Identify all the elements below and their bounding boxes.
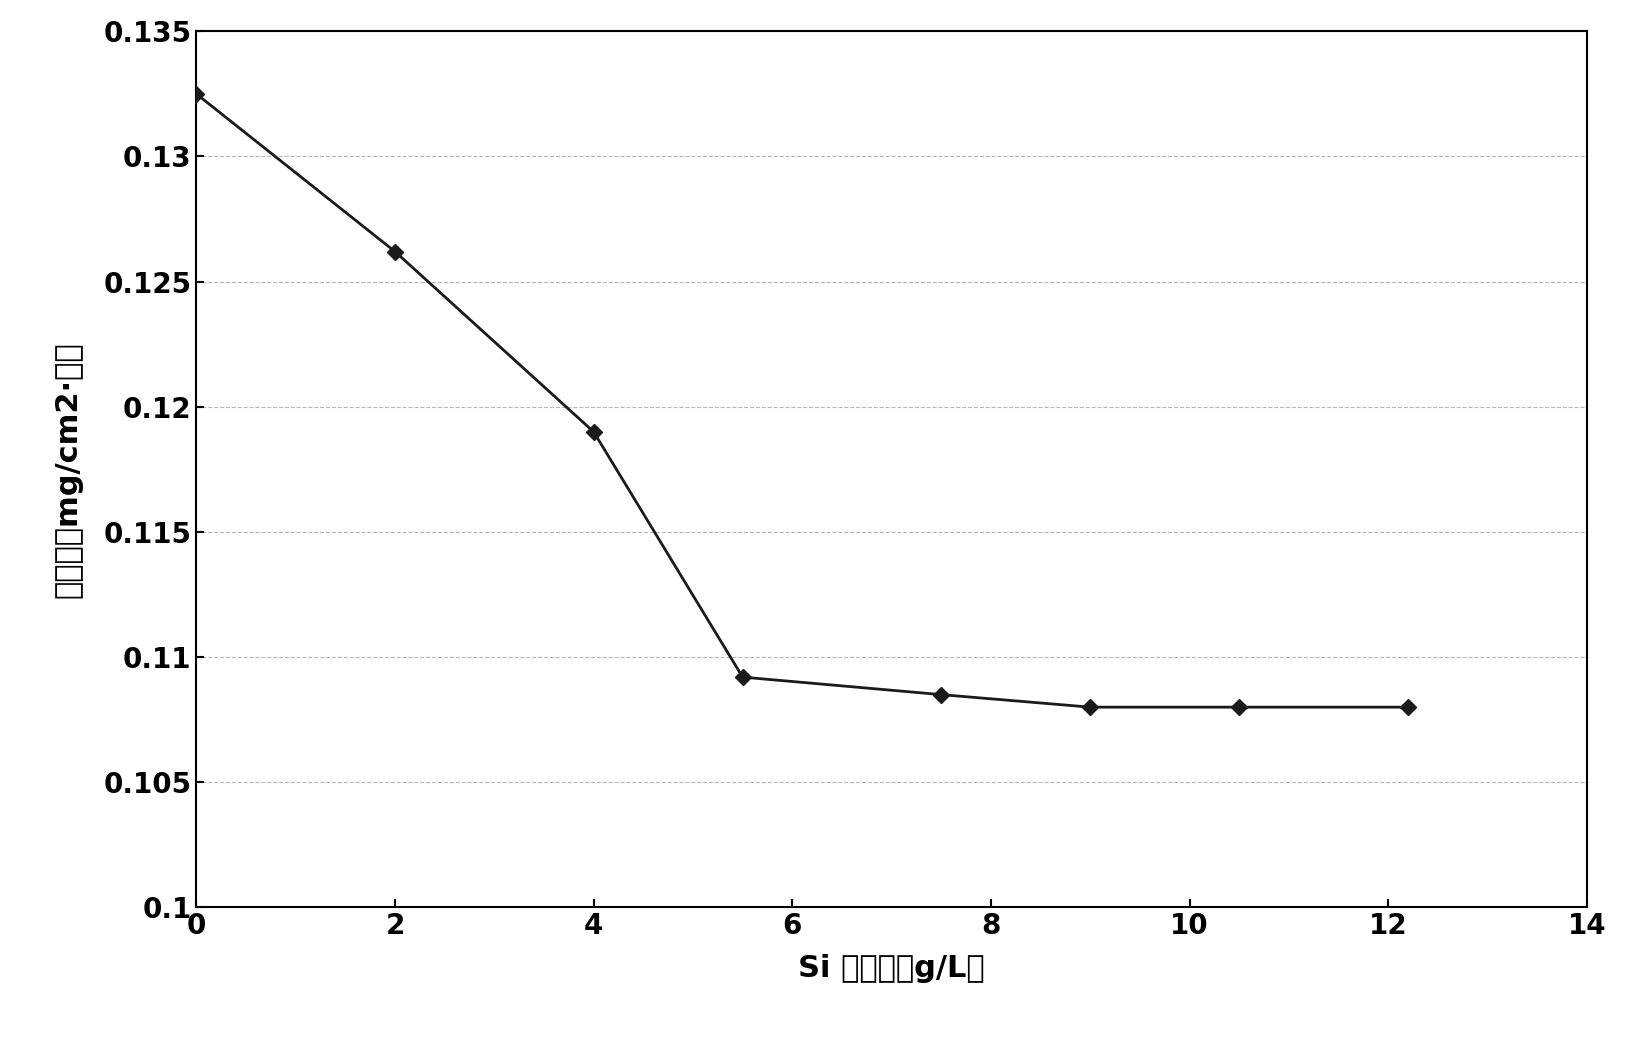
Y-axis label: 蚀刻率（mg/cm2·分）: 蚀刻率（mg/cm2·分） <box>54 341 82 598</box>
X-axis label: Si 溶解量（g/L）: Si 溶解量（g/L） <box>798 954 985 984</box>
